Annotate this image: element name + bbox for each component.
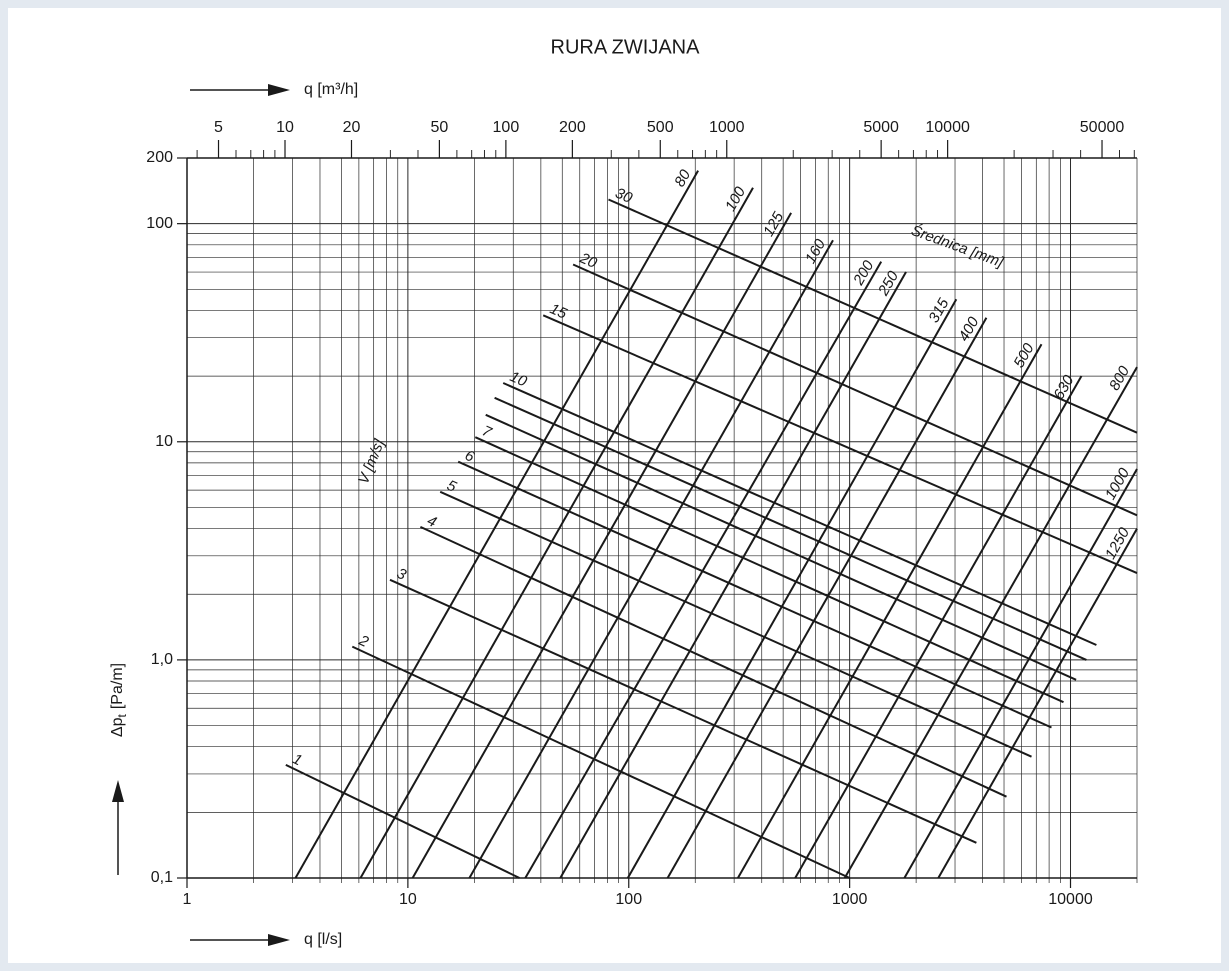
x2-tick-label: 50 [430, 119, 448, 136]
velocity-line [474, 436, 1064, 704]
velocity-line [502, 382, 1097, 646]
chart-background [8, 8, 1221, 963]
velocity-label: 10 [507, 368, 530, 391]
chart-title: RURA ZWIJANA [551, 36, 701, 58]
velocity-line [542, 314, 1138, 575]
velocity-line [285, 763, 520, 879]
diameter-line [359, 187, 754, 879]
y-tick-label: 0,1 [151, 869, 173, 886]
x-tick-label: 10000 [1048, 891, 1093, 908]
x2-tick-label: 10 [276, 119, 294, 136]
x-tick-label: 100 [615, 891, 642, 908]
y-label-unit: [Pa/m] [109, 663, 126, 709]
x2-tick-label: 5000 [863, 119, 899, 136]
y-tick-label: 200 [146, 149, 173, 166]
velocity-label: 20 [576, 249, 600, 272]
arrow-head [112, 780, 124, 802]
diameter-line [737, 343, 1043, 879]
x2-tick-label: 1000 [709, 119, 745, 136]
x2-tick-label: 200 [559, 119, 586, 136]
y-axis-label: Δpt [Pa/m] [109, 663, 129, 737]
x2-tick-label: 100 [493, 119, 520, 136]
x-tick-label: 1000 [832, 891, 868, 908]
diameter-line [468, 239, 834, 879]
x2-tick-label: 20 [343, 119, 361, 136]
x-tick-label: 1 [183, 891, 192, 908]
diameter-line [937, 528, 1138, 879]
y-tick-label: 10 [155, 433, 173, 450]
velocity-line [389, 578, 977, 844]
y-label-main: Δp [109, 717, 126, 737]
velocity-line [351, 645, 851, 879]
diameter-line [294, 170, 699, 879]
velocity-line [608, 198, 1138, 434]
velocity-line [457, 460, 1052, 729]
y-label-sub: t [115, 713, 129, 717]
x2-tick-label: 50000 [1080, 119, 1125, 136]
arrow-head [268, 84, 290, 96]
velocity-label: 15 [547, 300, 570, 323]
diameter-line [843, 366, 1138, 879]
diameter-line [559, 271, 907, 879]
diameter-line [524, 261, 883, 879]
y-tick-label: 1,0 [151, 651, 173, 668]
diameter-label: 80 [671, 166, 694, 189]
x2-tick-label: 500 [647, 119, 674, 136]
velocity-line [419, 525, 1007, 798]
arrow-head [268, 934, 290, 946]
diameter-line [626, 298, 958, 879]
x2-tick-label: 10000 [925, 119, 970, 136]
diameter-line [666, 317, 988, 879]
x-axis-label: q [l/s] [304, 931, 342, 948]
velocity-label: 30 [613, 185, 636, 208]
x-tick-label: 10 [399, 891, 417, 908]
y-tick-label: 100 [146, 215, 173, 232]
velocity-line [439, 490, 1032, 758]
diameter-line [411, 212, 792, 879]
diameter-line [794, 375, 1083, 879]
x2-tick-label: 5 [214, 119, 223, 136]
velocity-line [485, 413, 1077, 681]
x2-axis-label: q [m³/h] [304, 81, 358, 98]
velocity-line [494, 396, 1087, 661]
velocity-line [572, 263, 1138, 517]
diameter-line [903, 468, 1138, 879]
